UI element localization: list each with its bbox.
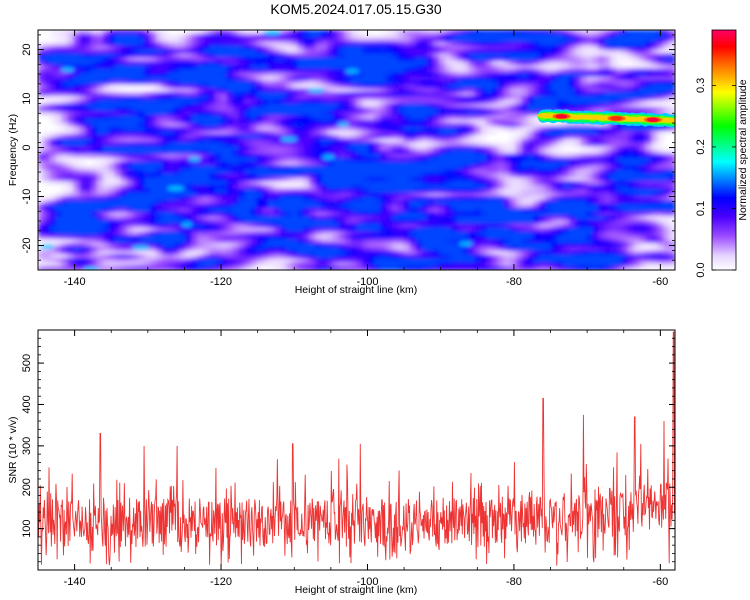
colorbar-tick-label: 0.2	[695, 139, 707, 154]
chart-title: KOM5.2024.017.05.15.G30	[270, 1, 441, 17]
snr-x-axis-label: Height of straight line (km)	[295, 584, 418, 596]
heatmap-y-tick-label: -10	[21, 189, 33, 205]
snr-x-tick-label: -100	[356, 576, 378, 588]
colorbar-tick-label: 0.1	[695, 201, 707, 216]
snr-frame	[37, 329, 676, 571]
colorbar-ticks: 0.0 0.1 0.2 0.3	[695, 78, 736, 278]
heatmap-y-tick-label: 0	[21, 144, 33, 150]
heatmap-x-tick-label: -100	[356, 276, 378, 288]
heatmap-texture	[38, 30, 675, 270]
snr-y-tick-label: 200	[21, 478, 33, 496]
heatmap-x-tick-label: -120	[210, 276, 232, 288]
heatmap-y-tick-label: 20	[21, 43, 33, 55]
colorbar: 0.0 0.1 0.2 0.3 Normalized spectral amplitu…	[695, 29, 749, 278]
colorbar-gradient	[711, 29, 737, 271]
snr-axes: -140 -120 -100 -80 -60 100 200 300 400 500	[21, 329, 675, 588]
snr-y-axis-label: SNR (10 * v/v)	[7, 416, 19, 483]
colorbar-tick-label: 0.3	[695, 78, 707, 93]
heatmap-x-tick-label: -60	[652, 276, 668, 288]
snr-y-tick-label: 300	[21, 437, 33, 455]
heatmap-y-tick-label: 10	[21, 92, 33, 104]
snr-x-tick-label: -120	[210, 576, 232, 588]
snr-panel: -140 -120 -100 -80 -60 100 200 300 400 500 Height…	[7, 329, 676, 596]
snr-series-line	[38, 331, 675, 566]
snr-y-tick-label: 100	[21, 519, 33, 537]
snr-y-tick-label: 400	[21, 395, 33, 413]
heatmap-x-tick-label: -80	[506, 276, 522, 288]
snr-x-tick-label: -60	[652, 576, 668, 588]
heatmap-cells	[38, 30, 675, 270]
heatmap-x-tick-label: -140	[64, 276, 86, 288]
heatmap-y-axis-label: Frequency (Hz)	[7, 114, 19, 186]
heatmap-strong-signal	[537, 109, 675, 128]
heatmap-y-tick-label: -20	[21, 238, 33, 254]
snr-y-tick-label: 500	[21, 354, 33, 372]
snr-x-tick-label: -140	[64, 576, 86, 588]
heatmap-frame	[37, 29, 676, 271]
colorbar-label: Normalized spectral amplitude	[737, 79, 749, 220]
colorbar-tick-label: 0.0	[695, 262, 707, 277]
snr-background	[38, 330, 675, 570]
heatmap-x-axis-label: Height of straight line (km)	[295, 284, 418, 296]
snr-x-tick-label: -80	[506, 576, 522, 588]
